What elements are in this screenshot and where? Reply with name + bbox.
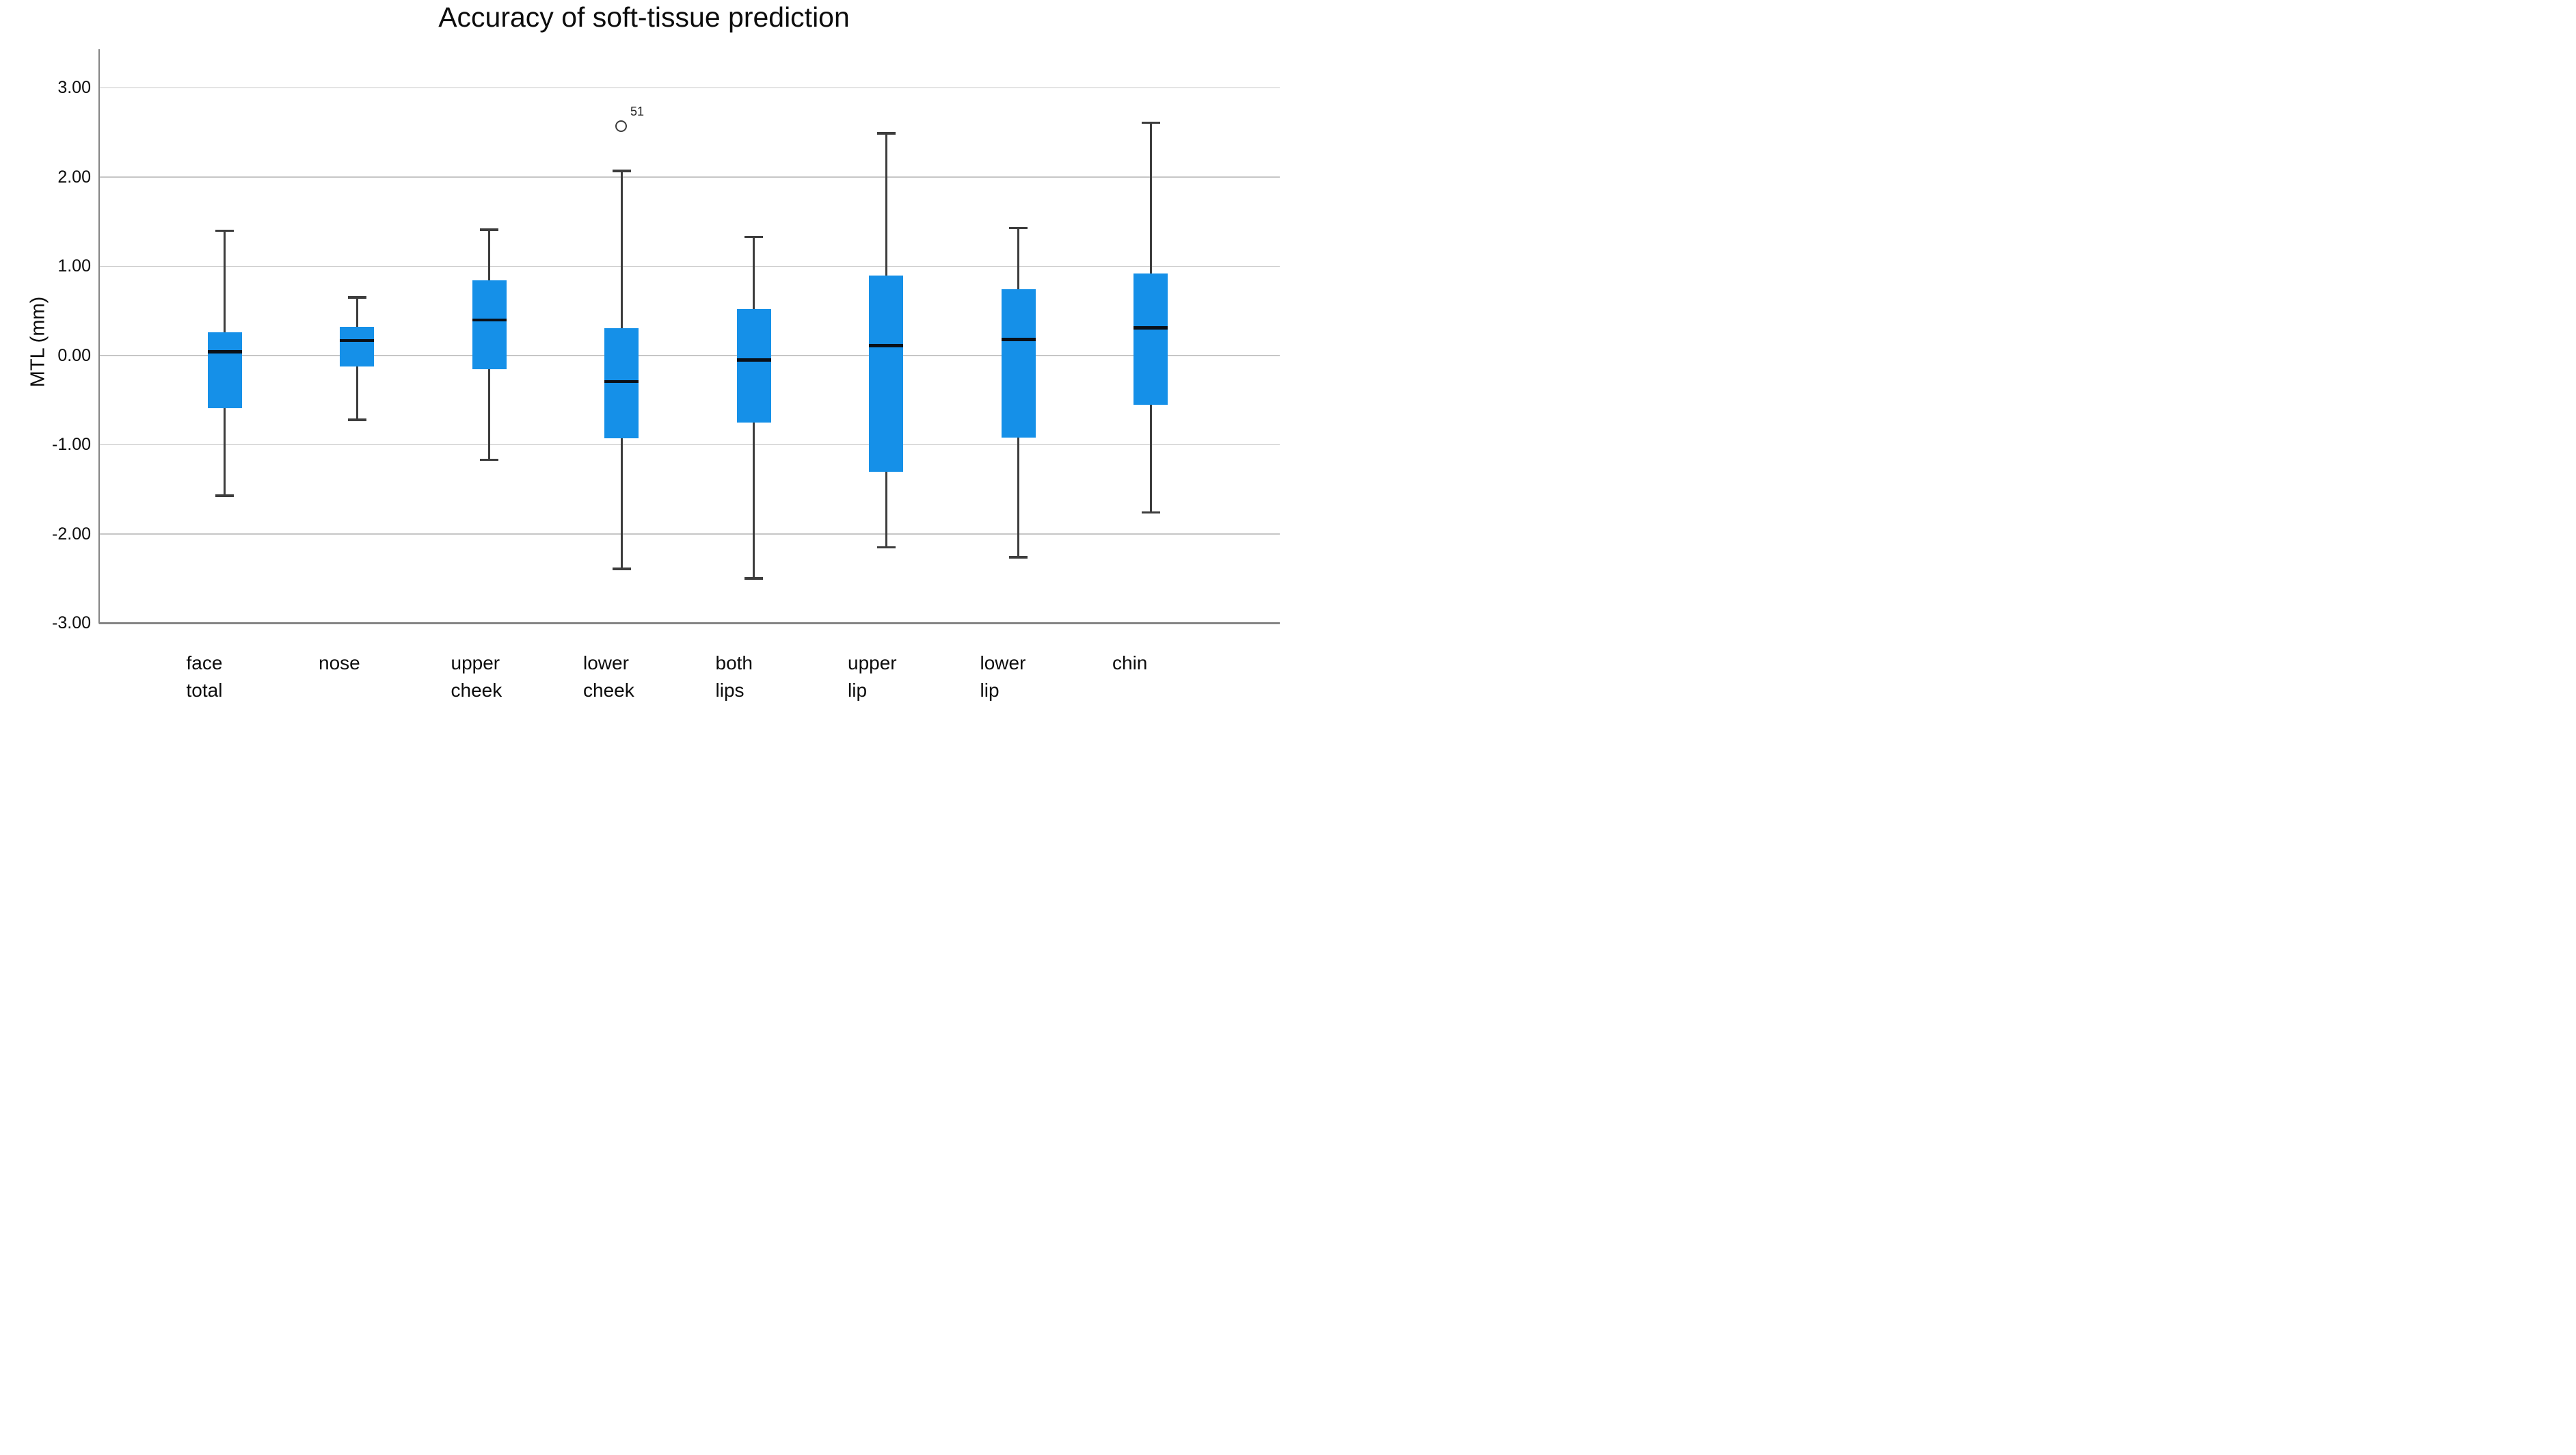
median-line: [207, 350, 242, 354]
x-axis-label-line: chin: [1112, 652, 1148, 673]
median-line: [1001, 338, 1036, 341]
x-axis-line: [99, 622, 1280, 624]
outlier-point: [615, 120, 627, 132]
boxplot-figure: Accuracy of soft-tissue prediction MTL (…: [0, 0, 1288, 728]
whisker-cap-bottom: [744, 577, 763, 580]
median-line: [340, 338, 374, 343]
outlier-label: 51: [630, 104, 645, 118]
whisker-cap-bottom: [876, 546, 896, 549]
y-tick-label: 1.00: [57, 256, 91, 276]
box-iqr: [207, 332, 242, 408]
x-axis-label: nose: [319, 650, 407, 677]
y-tick-label: 0.00: [57, 345, 91, 365]
gridline: [99, 533, 1280, 535]
whisker-cap-bottom: [1141, 511, 1160, 514]
x-axis-label-line: lips: [715, 680, 744, 702]
whisker-cap-bottom: [215, 494, 234, 497]
x-axis-label-line: lip: [980, 680, 999, 702]
whisker-cap-top: [876, 132, 896, 135]
median-line: [869, 344, 903, 347]
gridline: [99, 265, 1280, 267]
box-iqr: [472, 280, 507, 369]
box-iqr: [736, 309, 771, 423]
whisker-cap-top: [480, 228, 498, 231]
gridline: [99, 444, 1280, 446]
whisker-cap-bottom: [612, 568, 631, 570]
whisker-cap-top: [1141, 121, 1160, 124]
median-line: [472, 318, 507, 322]
gridline: [99, 176, 1280, 178]
whisker-cap-bottom: [1009, 556, 1028, 559]
x-axis-label-line: lower: [583, 652, 629, 673]
box-iqr: [340, 327, 374, 366]
box-iqr: [604, 328, 639, 439]
whisker-cap-top: [1009, 226, 1028, 230]
x-axis-label: lower cheek: [583, 650, 672, 704]
x-axis-label-line: lip: [848, 680, 868, 702]
box-iqr: [1001, 289, 1036, 438]
x-axis-label: upper lip: [848, 650, 937, 704]
x-axis-label-line: lower: [980, 652, 1026, 673]
whisker-cap-top: [347, 296, 366, 299]
x-axis-label-line: face: [186, 652, 223, 673]
x-axis-label-line: upper: [451, 652, 500, 673]
gridline: [99, 87, 1280, 89]
whisker-cap-top: [744, 235, 763, 239]
y-tick-label: 2.00: [57, 167, 91, 187]
x-axis-label-line: upper: [848, 652, 897, 673]
median-line: [1133, 326, 1168, 330]
x-axis-label-line: total: [186, 680, 223, 702]
x-axis-label: both lips: [716, 650, 805, 704]
box-iqr: [1133, 273, 1168, 405]
x-axis-label: face total: [187, 650, 276, 704]
y-tick-label: -1.00: [52, 435, 91, 454]
plot-area: 3.00 2.00 1.00 0.00 -1.00 -2.00 -3.00 face total…: [0, 0, 1288, 728]
x-axis-label: upper cheek: [451, 650, 540, 704]
x-axis-label: chin: [1112, 650, 1201, 677]
median-line: [736, 358, 771, 362]
whisker-cap-bottom: [480, 458, 498, 462]
y-tick-label: 3.00: [57, 78, 91, 97]
gridline: [99, 355, 1280, 356]
y-tick-label: -3.00: [52, 613, 91, 632]
x-axis-label-line: cheek: [583, 680, 634, 702]
whisker-cap-bottom: [347, 418, 366, 421]
x-axis-label-line: cheek: [451, 680, 502, 702]
chart-title: Accuracy of soft-tissue prediction: [438, 1, 850, 33]
x-axis-label-line: both: [715, 652, 753, 673]
x-axis-label: lower lip: [980, 650, 1069, 704]
x-axis-label-line: nose: [319, 652, 360, 673]
median-line: [604, 379, 639, 384]
box-iqr: [869, 275, 903, 472]
y-axis-line: [98, 49, 100, 624]
whisker-cap-top: [215, 229, 234, 232]
y-tick-label: -2.00: [52, 524, 91, 544]
whisker-cap-top: [612, 170, 631, 172]
